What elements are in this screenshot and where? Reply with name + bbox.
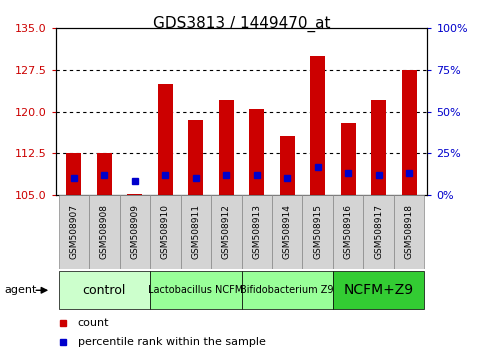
Text: GSM508916: GSM508916 [344,204,353,259]
Text: GDS3813 / 1449470_at: GDS3813 / 1449470_at [153,16,330,32]
Text: GSM508918: GSM508918 [405,204,413,259]
Bar [58,195,89,269]
Bar [219,101,234,195]
Text: Lactobacillus NCFM: Lactobacillus NCFM [148,285,243,295]
Bar [333,271,425,309]
Bar [181,195,211,269]
Bar [272,195,302,269]
Text: GSM508911: GSM508911 [191,204,200,259]
Text: control: control [83,284,126,297]
Bar [310,56,326,195]
Bar [58,271,150,309]
Bar [211,195,242,269]
Bar [371,101,386,195]
Bar [97,153,112,195]
Bar [120,195,150,269]
Text: GSM508912: GSM508912 [222,204,231,259]
Bar [249,109,264,195]
Bar [394,195,425,269]
Text: percentile rank within the sample: percentile rank within the sample [78,337,266,347]
Text: Bifidobacterium Z9: Bifidobacterium Z9 [241,285,334,295]
Text: GSM508917: GSM508917 [374,204,383,259]
Bar [242,195,272,269]
Bar [401,70,417,195]
Bar [150,271,242,309]
Text: GSM508913: GSM508913 [252,204,261,259]
Text: GSM508908: GSM508908 [100,204,109,259]
Bar [363,195,394,269]
Text: NCFM+Z9: NCFM+Z9 [343,283,414,297]
Bar [157,84,173,195]
Bar [341,122,356,195]
Bar [150,195,181,269]
Text: GSM508909: GSM508909 [130,204,139,259]
Text: GSM508914: GSM508914 [283,204,292,259]
Text: agent: agent [5,285,37,295]
Bar [89,195,120,269]
Text: GSM508907: GSM508907 [70,204,78,259]
Text: GSM508915: GSM508915 [313,204,322,259]
Bar [280,137,295,195]
Bar [127,194,142,195]
Bar [333,195,363,269]
Bar [242,271,333,309]
Text: count: count [78,318,109,329]
Bar [302,195,333,269]
Bar [66,153,82,195]
Text: GSM508910: GSM508910 [161,204,170,259]
Bar [188,120,203,195]
